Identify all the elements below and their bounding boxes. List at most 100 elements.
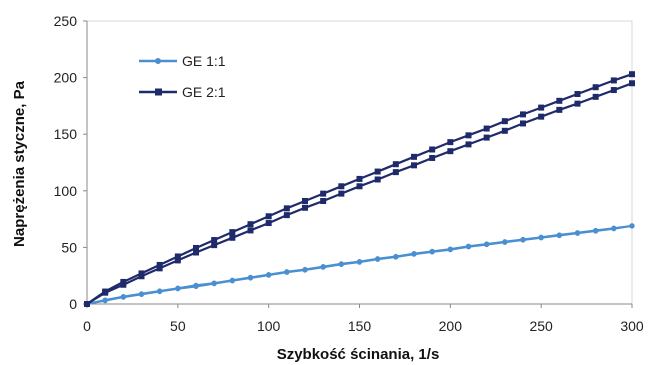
- data-point: [629, 71, 635, 78]
- x-axis-title: Szybkość ścinania, 1/s: [277, 346, 440, 363]
- data-point: [320, 264, 326, 270]
- data-point: [593, 228, 599, 234]
- data-point: [392, 161, 399, 168]
- x-tick-label: 200: [439, 318, 463, 334]
- data-point: [465, 244, 472, 250]
- data-point: [283, 212, 290, 219]
- data-point: [157, 288, 163, 295]
- data-point: [574, 100, 581, 107]
- legend-marker: [155, 58, 161, 64]
- data-point: [284, 269, 290, 275]
- data-point: [374, 176, 381, 183]
- data-point: [483, 125, 490, 132]
- data-point: [247, 275, 254, 281]
- data-point: [556, 97, 563, 104]
- data-point: [429, 154, 436, 161]
- data-point: [193, 249, 199, 256]
- data-point: [447, 247, 453, 253]
- x-tick-label: 150: [348, 318, 372, 334]
- data-point: [502, 239, 508, 245]
- data-point: [465, 132, 472, 139]
- data-point: [338, 190, 345, 197]
- data-point: [538, 113, 545, 120]
- series-ge-1-1: [84, 223, 635, 307]
- data-point: [302, 197, 308, 204]
- legend: GE 1:1 GE 2:1: [139, 53, 226, 100]
- data-point: [610, 77, 617, 84]
- x-tick-label: 50: [170, 318, 186, 334]
- data-point: [102, 298, 108, 304]
- data-point: [138, 291, 145, 297]
- data-point: [411, 251, 417, 257]
- data-point: [266, 272, 272, 278]
- data-point: [120, 294, 126, 300]
- data-point: [501, 127, 508, 134]
- data-point: [174, 257, 181, 264]
- data-point: [610, 87, 617, 94]
- data-point: [302, 267, 308, 273]
- data-point: [356, 259, 363, 265]
- data-point: [265, 213, 272, 220]
- data-point: [320, 190, 327, 197]
- data-point: [592, 93, 599, 100]
- legend-marker: [155, 88, 162, 96]
- data-point: [174, 253, 181, 260]
- data-point: [411, 162, 417, 169]
- data-point: [520, 111, 526, 118]
- data-point: [629, 223, 635, 229]
- data-point: [193, 244, 199, 251]
- data-point: [447, 139, 454, 146]
- series-line: [86, 82, 633, 305]
- data-point: [629, 80, 635, 87]
- y-tick-label: 150: [54, 126, 78, 142]
- x-axis-ticks: 0 50 100 150 200 250 300: [83, 304, 644, 334]
- data-point: [138, 270, 145, 277]
- x-tick-label: 300: [620, 318, 644, 334]
- data-point: [429, 249, 435, 255]
- data-point: [501, 118, 508, 125]
- data-point: [374, 168, 381, 175]
- x-tick-label: 0: [83, 318, 91, 334]
- x-tick-label: 100: [257, 318, 281, 334]
- data-point: [229, 229, 236, 236]
- y-tick-label: 250: [54, 13, 78, 29]
- y-axis-title: Naprężenia styczne, Pa: [11, 80, 28, 247]
- data-point: [84, 301, 90, 307]
- y-tick-label: 200: [54, 70, 78, 86]
- data-point: [465, 141, 472, 148]
- data-point: [302, 204, 308, 211]
- data-point: [574, 230, 581, 236]
- data-point: [483, 134, 490, 141]
- data-point: [265, 220, 272, 227]
- data-point: [193, 283, 199, 290]
- data-point: [356, 175, 363, 182]
- data-point: [156, 265, 163, 272]
- legend-label: GE 2:1: [182, 84, 226, 100]
- data-point: [375, 256, 381, 262]
- data-point: [447, 148, 454, 155]
- data-point: [156, 261, 163, 268]
- data-point: [247, 227, 254, 234]
- data-point: [520, 237, 526, 243]
- data-point: [211, 242, 218, 249]
- data-point: [120, 278, 127, 285]
- legend-label: GE 1:1: [182, 53, 226, 69]
- data-point: [338, 261, 344, 267]
- y-tick-label: 0: [69, 296, 77, 312]
- data-point: [484, 241, 490, 248]
- data-point: [429, 146, 436, 153]
- y-tick-label: 50: [61, 239, 77, 255]
- series-ge-2-1: [84, 71, 635, 307]
- y-axis-ticks: 0 50 100 150 200 250: [54, 13, 87, 312]
- data-point: [574, 91, 581, 98]
- data-point: [356, 183, 363, 190]
- data-point: [556, 106, 563, 113]
- x-tick-label: 250: [529, 318, 553, 334]
- data-point: [538, 104, 545, 111]
- data-point: [392, 169, 399, 176]
- data-point: [393, 254, 399, 260]
- data-point: [411, 153, 417, 160]
- data-point: [175, 286, 181, 292]
- data-point: [320, 197, 327, 204]
